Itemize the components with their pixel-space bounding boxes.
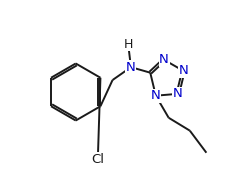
Text: N: N: [179, 64, 188, 77]
Text: Cl: Cl: [91, 153, 104, 166]
Text: N: N: [159, 53, 169, 66]
Text: N: N: [151, 89, 161, 102]
Text: H: H: [124, 38, 133, 51]
Text: N: N: [126, 61, 136, 74]
Text: N: N: [173, 87, 183, 100]
